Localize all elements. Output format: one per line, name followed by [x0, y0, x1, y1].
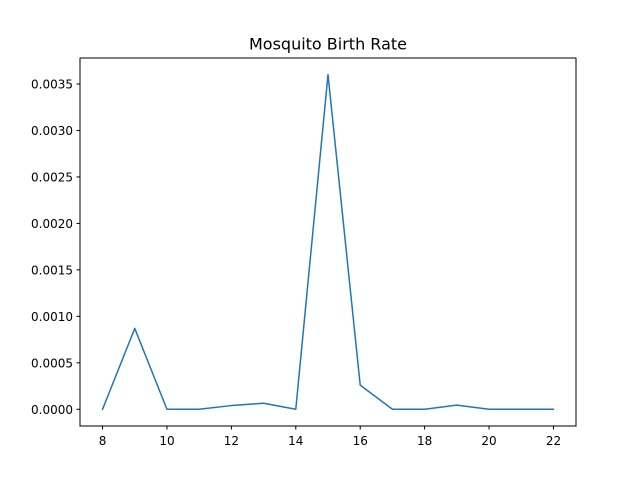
y-tick-label: 0.0035	[31, 78, 73, 92]
chart-title: Mosquito Birth Rate	[249, 35, 407, 54]
y-tick-label: 0.0015	[31, 263, 73, 277]
x-tick-label: 16	[353, 434, 368, 448]
x-tick-label: 10	[159, 434, 174, 448]
x-tick-label: 8	[99, 434, 107, 448]
x-tick-label: 22	[546, 434, 561, 448]
x-tick-label: 20	[481, 434, 496, 448]
x-tick-label: 18	[417, 434, 432, 448]
y-tick-label: 0.0025	[31, 170, 73, 184]
x-tick-label: 12	[224, 434, 239, 448]
y-tick-label: 0.0005	[31, 356, 73, 370]
x-tick-label: 14	[288, 434, 303, 448]
y-tick-label: 0.0030	[31, 124, 73, 138]
y-tick-label: 0.0010	[31, 310, 73, 324]
y-tick-label: 0.0020	[31, 217, 73, 231]
y-tick-label: 0.0000	[31, 403, 73, 417]
